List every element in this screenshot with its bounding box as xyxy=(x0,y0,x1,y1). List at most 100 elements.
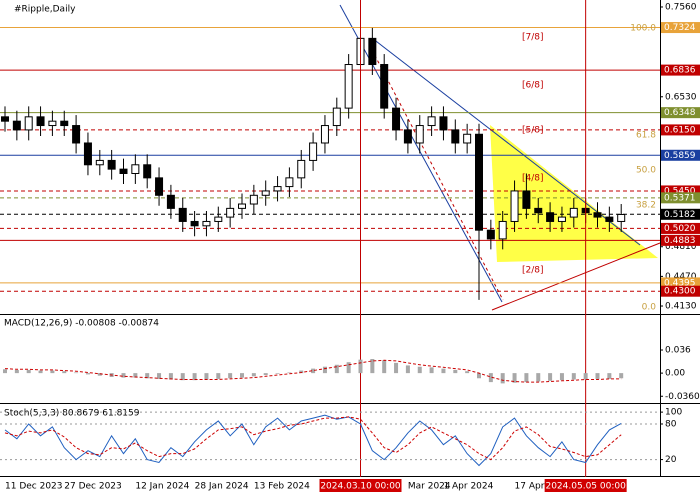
candle-body xyxy=(107,159,116,170)
y-tick-label: 0.4470 xyxy=(665,272,697,282)
macd-bar xyxy=(38,370,43,374)
candle-body xyxy=(36,116,45,127)
macd-bar xyxy=(500,373,505,384)
x-tick-label: 2024.03.10 00:00 xyxy=(320,482,401,492)
date-highlight xyxy=(544,479,627,492)
candle-body xyxy=(131,164,140,175)
fib-label: 38.2 xyxy=(636,201,656,211)
macd-bar xyxy=(3,369,7,374)
macd-bar xyxy=(287,372,292,374)
x-tick-label: 2024.05.05 00:00 xyxy=(545,482,626,492)
macd-bar xyxy=(334,364,339,374)
candle-body xyxy=(392,107,401,131)
candle-body xyxy=(332,107,341,127)
candle-body xyxy=(617,213,626,222)
macd-bar xyxy=(26,369,31,374)
macd-bar xyxy=(571,373,576,380)
y-tick-label: 100 xyxy=(665,408,682,418)
stoch-signal-line xyxy=(4,416,622,461)
x-tick-label: 12 Jan 2024 xyxy=(135,482,189,492)
macd-bar xyxy=(477,373,481,379)
macd-bar xyxy=(62,371,67,374)
x-tick-label: 27 Dec 2023 xyxy=(64,482,122,492)
murrey-label: [5/8] xyxy=(522,126,544,136)
macd-bar xyxy=(157,373,162,379)
candle-body xyxy=(202,220,211,227)
candle-body xyxy=(95,159,104,166)
candle-body xyxy=(119,168,128,175)
murrey-label: [6/8] xyxy=(522,81,544,91)
candle-body xyxy=(522,190,531,209)
candle-body xyxy=(214,216,223,222)
date-highlight xyxy=(319,479,402,492)
candle-body xyxy=(249,194,258,205)
price-label: 0.4300 xyxy=(664,287,696,297)
y-tick-label: 0.00 xyxy=(665,369,685,379)
candle-body xyxy=(261,190,270,196)
macd-signal-line xyxy=(4,359,622,383)
macd-bar xyxy=(240,373,244,378)
candle-body xyxy=(238,203,246,209)
macd-bar xyxy=(548,373,553,381)
candle-body xyxy=(475,133,483,231)
indicator-title: Stoch(5,3,3) 80.8679 61.8159 xyxy=(4,409,140,419)
y-tick-label: 0.4810 xyxy=(665,242,697,252)
price-label-box xyxy=(661,277,700,289)
trend-line xyxy=(491,242,661,311)
candle-body xyxy=(380,64,389,109)
fib-label: 50.0 xyxy=(636,166,656,176)
macd-bar xyxy=(512,373,517,383)
macd-bar xyxy=(74,372,79,374)
y-tick-label: 0.036 xyxy=(665,346,691,356)
price-label: 0.5020 xyxy=(664,224,696,234)
macd-bar xyxy=(204,373,209,380)
x-tick-label: 17 Apr 2024 xyxy=(515,482,571,492)
fib-label: 61.8 xyxy=(636,131,656,141)
price-label: 0.6348 xyxy=(664,108,696,118)
candle-body xyxy=(72,125,81,144)
macd-bar xyxy=(405,365,410,374)
candle-body xyxy=(439,116,448,131)
macd-bar xyxy=(192,373,197,381)
trend-line xyxy=(339,4,503,303)
macd-bar xyxy=(536,373,541,382)
chart-title: #Ripple,Daily xyxy=(14,5,76,15)
y-tick-label: 0.6530 xyxy=(665,92,697,102)
price-label: 0.5182 xyxy=(664,210,696,220)
price-label: 0.5450 xyxy=(664,186,696,196)
price-label-box xyxy=(661,64,700,76)
price-label: 0.7324 xyxy=(664,23,696,33)
trend-line xyxy=(371,49,504,301)
price-label: 0.5859 xyxy=(664,151,696,161)
macd-bar xyxy=(488,373,493,383)
macd-bar xyxy=(370,359,375,374)
macd-bar xyxy=(524,373,529,383)
candle-body xyxy=(403,129,412,144)
candle-body xyxy=(309,142,318,161)
y-tick-label: 0.4130 xyxy=(665,302,697,312)
macd-bar xyxy=(97,373,102,376)
candle-body xyxy=(569,207,578,218)
candle-body xyxy=(226,207,235,218)
fib-label: 0.0 xyxy=(642,303,657,313)
stoch-main-line xyxy=(4,414,622,467)
candle-body xyxy=(273,186,282,192)
x-tick-label: 11 Dec 2023 xyxy=(5,482,63,492)
y-tick-label: -0.03605 xyxy=(665,392,700,402)
macd-bar xyxy=(50,370,55,374)
candle-body xyxy=(415,125,424,144)
murrey-label: [7/8] xyxy=(522,33,544,43)
macd-bar xyxy=(180,373,185,381)
candle-body xyxy=(190,220,199,227)
macd-bar xyxy=(607,373,612,379)
murrey-label: [2/8] xyxy=(522,266,544,276)
macd-bar xyxy=(583,373,588,380)
price-label-box xyxy=(661,222,700,234)
candle-body xyxy=(178,207,187,222)
price-label-box xyxy=(661,185,700,197)
macd-bar xyxy=(441,368,446,374)
price-label-box xyxy=(661,234,700,246)
candle-body xyxy=(368,37,377,66)
x-tick-label: 13 Feb 2024 xyxy=(254,482,310,492)
candle-body xyxy=(285,177,294,188)
